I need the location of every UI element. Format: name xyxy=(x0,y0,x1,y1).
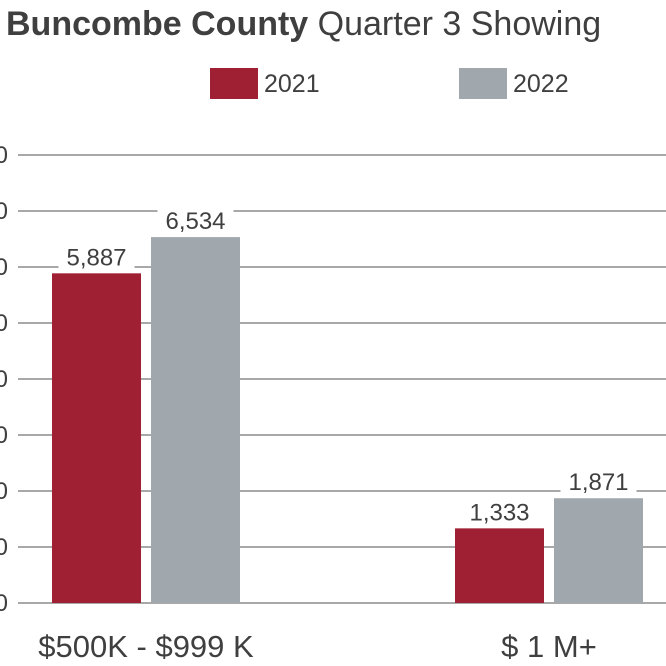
y-axis-ticks: 0 0 0 0 0 0 0 0 0 xyxy=(0,142,8,617)
y-tick-label: 0 xyxy=(0,254,8,281)
bar xyxy=(151,237,240,603)
y-tick-label: 0 xyxy=(0,310,8,337)
y-tick-label: 0 xyxy=(0,590,8,617)
chart-title: Buncombe County Quarter 3 Showing xyxy=(6,2,601,46)
data-label: 1,333 xyxy=(469,499,529,526)
bars xyxy=(52,237,643,603)
x-category-label: $ 1 M+ xyxy=(501,629,597,664)
chart-title-rest: Quarter 3 Showing xyxy=(317,5,602,43)
y-tick-label: 0 xyxy=(0,422,8,449)
data-label: 6,534 xyxy=(165,208,225,235)
data-label: 1,871 xyxy=(568,469,628,496)
data-labels: 5,887 6,534 1,333 1,871 xyxy=(58,207,637,526)
data-label-bg xyxy=(58,243,135,270)
x-axis-categories: $500K - $999 K $ 1 M+ xyxy=(38,629,597,664)
y-tick-label: 0 xyxy=(0,534,8,561)
y-tick-label: 0 xyxy=(0,366,8,393)
y-tick-label: 0 xyxy=(0,142,8,169)
bar xyxy=(52,273,141,603)
legend-label: 2021 xyxy=(264,70,320,98)
legend-swatch xyxy=(459,68,507,99)
data-label-bg xyxy=(461,498,538,525)
y-tick-label: 0 xyxy=(0,478,8,505)
legend: 2021 2022 xyxy=(210,68,569,99)
bar xyxy=(554,498,643,603)
x-category-label: $500K - $999 K xyxy=(38,629,254,664)
bar xyxy=(455,528,544,603)
chart-title-bold: Buncombe County xyxy=(6,5,309,43)
legend-swatch xyxy=(210,68,258,99)
data-label: 5,887 xyxy=(66,244,126,271)
data-label-bg xyxy=(560,468,637,495)
legend-label: 2022 xyxy=(513,70,569,98)
y-tick-label: 0 xyxy=(0,198,8,225)
data-label-bg xyxy=(157,207,234,234)
